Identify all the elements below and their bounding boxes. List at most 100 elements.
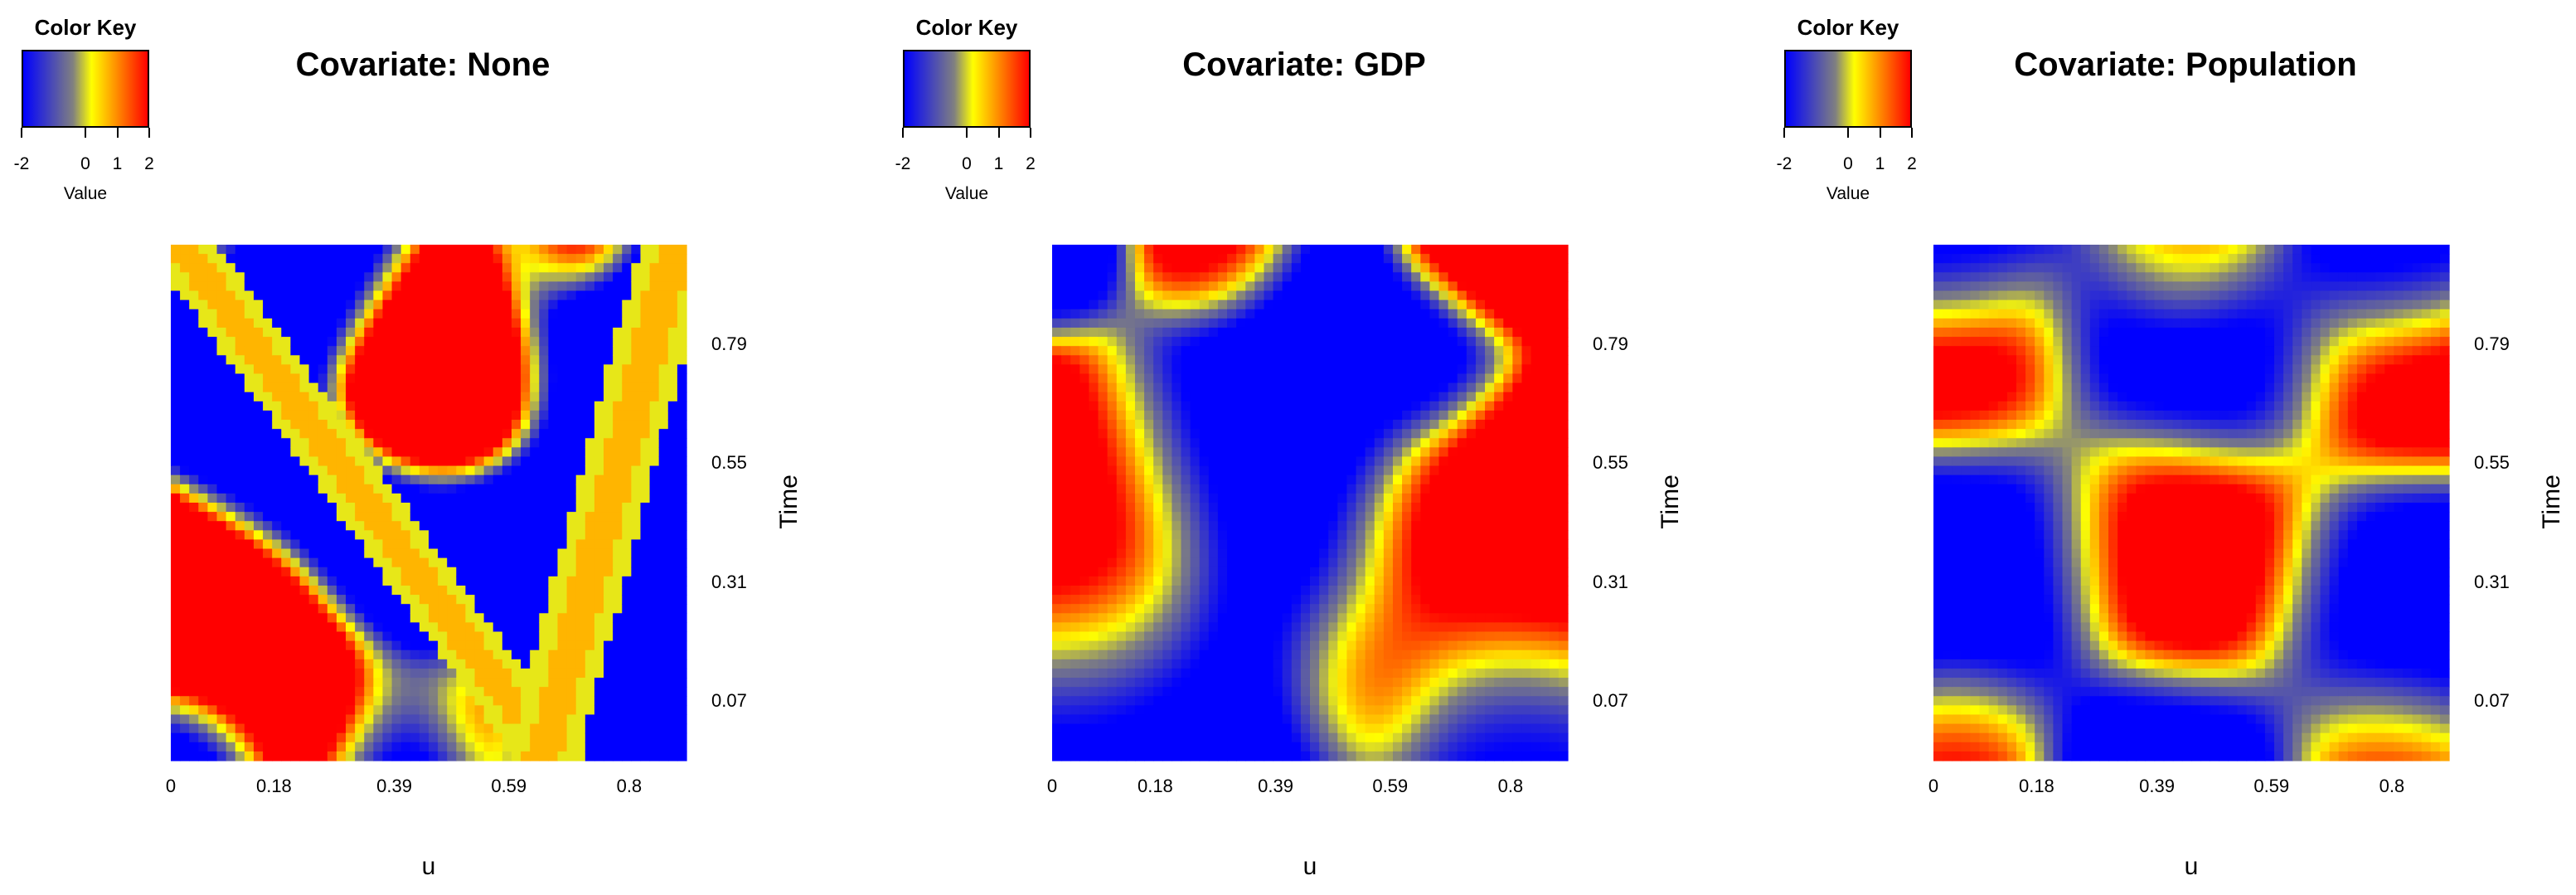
- heatmap-cell: [1328, 493, 1338, 503]
- heatmap-cell: [419, 309, 429, 319]
- heatmap-cell: [263, 613, 273, 623]
- heatmap-cell: [658, 254, 669, 264]
- heatmap-cell: [585, 530, 595, 541]
- heatmap-cell: [1134, 318, 1145, 328]
- heatmap-cell: [1264, 447, 1274, 458]
- heatmap-cell: [290, 567, 301, 577]
- heatmap-cell: [1319, 668, 1329, 679]
- heatmap-cell: [272, 751, 282, 761]
- heatmap-cell: [1346, 465, 1357, 476]
- heatmap-cell: [1282, 604, 1293, 614]
- x-tick-label: 0.39: [376, 776, 412, 796]
- heatmap-cell: [373, 355, 384, 365]
- heatmap-cell: [456, 751, 467, 761]
- heatmap-cell: [216, 281, 227, 292]
- heatmap-cell: [1236, 299, 1246, 310]
- heatmap-cell: [1199, 613, 1210, 623]
- heatmap-cell: [364, 429, 374, 439]
- heatmap-cell: [1153, 318, 1163, 328]
- heatmap-cell: [1328, 447, 1338, 458]
- heatmap-cell: [1144, 659, 1154, 669]
- heatmap-cell: [1116, 521, 1127, 531]
- heatmap-cell: [1254, 401, 1265, 411]
- heatmap-cell: [502, 355, 512, 365]
- heatmap-cell: [1217, 751, 1228, 761]
- heatmap-cell: [548, 548, 559, 559]
- heatmap-cell: [235, 410, 245, 421]
- heatmap-cell: [235, 659, 245, 669]
- heatmap-cell: [1254, 410, 1265, 421]
- heatmap-cell: [575, 585, 586, 596]
- heatmap-cell: [1236, 732, 1246, 743]
- color-key-label: Value: [944, 184, 989, 203]
- heatmap-cell: [1254, 585, 1265, 596]
- heatmap-cell: [1328, 640, 1338, 651]
- heatmap-cell: [1153, 245, 1163, 255]
- heatmap-cell: [1125, 723, 1136, 734]
- heatmap-cell: [1125, 401, 1136, 411]
- heatmap-cell: [1098, 751, 1109, 761]
- heatmap-cell: [1098, 595, 1109, 605]
- heatmap-cell: [1328, 659, 1338, 669]
- heatmap-cell: [631, 622, 642, 633]
- heatmap-cell: [492, 742, 503, 752]
- heatmap-cell: [1217, 732, 1228, 743]
- heatmap-cell: [1079, 281, 1090, 292]
- heatmap-cell: [521, 595, 531, 605]
- heatmap-cell: [1098, 309, 1109, 319]
- heatmap-cell: [290, 456, 301, 467]
- heatmap-cell: [1162, 382, 1172, 393]
- heatmap-cell: [658, 420, 669, 430]
- heatmap-cell: [438, 557, 448, 568]
- heatmap-cell: [521, 299, 531, 310]
- heatmap-cell: [1079, 447, 1090, 458]
- heatmap-cell: [511, 373, 522, 384]
- heatmap-cell: [1134, 512, 1145, 522]
- heatmap-cell: [272, 337, 282, 347]
- heatmap-cell: [1116, 622, 1127, 633]
- heatmap-cell: [235, 557, 245, 568]
- heatmap-cell: [355, 373, 365, 384]
- heatmap-cell: [308, 678, 319, 688]
- heatmap-cell: [667, 687, 678, 697]
- heatmap-cell: [511, 557, 522, 568]
- heatmap-cell: [1052, 714, 1062, 725]
- heatmap-cell: [1337, 604, 1348, 614]
- heatmap-cell: [318, 604, 328, 614]
- heatmap-cell: [180, 263, 190, 273]
- heatmap-cell: [1264, 631, 1274, 642]
- heatmap-cell: [1282, 290, 1293, 301]
- heatmap-cell: [1346, 373, 1357, 384]
- heatmap-cell: [1089, 539, 1099, 550]
- heatmap-cell: [216, 668, 227, 679]
- heatmap-cell: [1098, 299, 1109, 310]
- heatmap-cell: [1245, 318, 1255, 328]
- heatmap-cell: [604, 456, 614, 467]
- heatmap-cell: [1153, 355, 1163, 365]
- heatmap-cell: [631, 649, 642, 660]
- heatmap-cell: [631, 318, 642, 328]
- heatmap-cell: [474, 696, 485, 706]
- heatmap-cell: [613, 346, 623, 356]
- heatmap-cell: [1144, 254, 1154, 264]
- heatmap-cell: [346, 649, 356, 660]
- heatmap-cell: [1245, 456, 1255, 467]
- heatmap-cell: [382, 465, 393, 476]
- heatmap-cell: [1236, 447, 1246, 458]
- heatmap-cell: [180, 687, 190, 697]
- heatmap-cell: [566, 613, 577, 623]
- heatmap-cell: [447, 613, 457, 623]
- heatmap-cell: [318, 714, 328, 725]
- heatmap-cell: [1199, 484, 1210, 494]
- heatmap-cell: [1079, 355, 1090, 365]
- heatmap-cell: [1190, 595, 1201, 605]
- heatmap-cell: [511, 382, 522, 393]
- heatmap-cell: [299, 687, 310, 697]
- heatmap-cell: [1116, 714, 1127, 725]
- heatmap-cell: [622, 254, 632, 264]
- heatmap-cell: [1236, 401, 1246, 411]
- heatmap-cell: [1172, 557, 1182, 568]
- heatmap-cell: [548, 364, 559, 375]
- heatmap-cell: [1300, 742, 1311, 752]
- heatmap-cell: [207, 631, 218, 642]
